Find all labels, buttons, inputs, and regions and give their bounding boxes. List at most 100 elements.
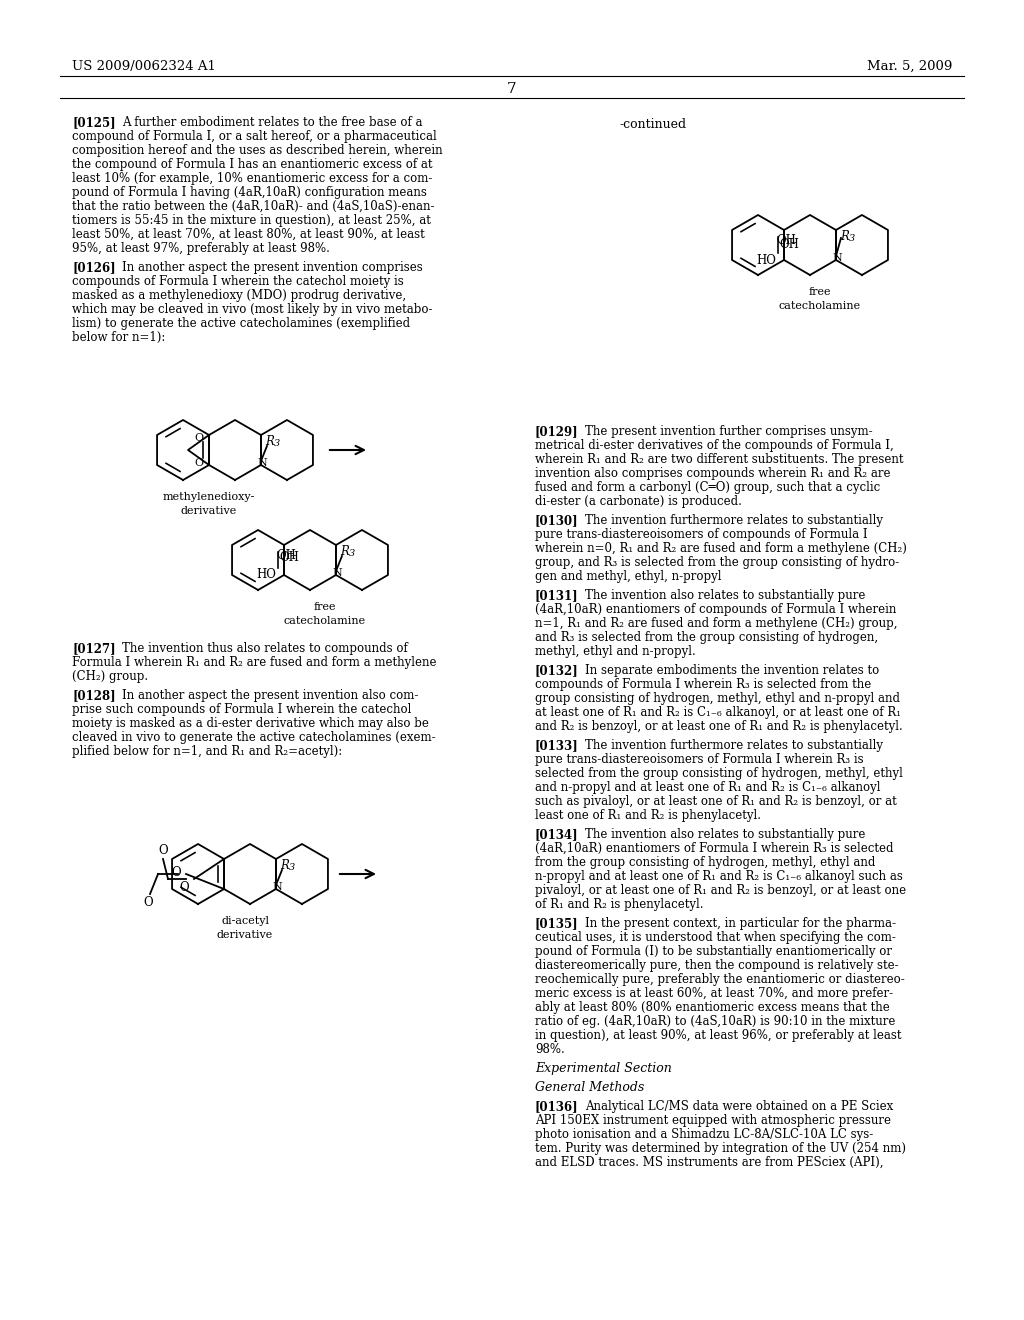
Text: 3: 3 <box>849 234 855 243</box>
Text: in question), at least 90%, at least 96%, or preferably at least: in question), at least 90%, at least 96%… <box>535 1030 901 1041</box>
Text: pivaloyl, or at least one of R₁ and R₂ is benzoyl, or at least one: pivaloyl, or at least one of R₁ and R₂ i… <box>535 884 906 898</box>
Text: N: N <box>332 568 342 578</box>
Text: methylenedioxy-: methylenedioxy- <box>163 492 255 502</box>
Text: Mar. 5, 2009: Mar. 5, 2009 <box>866 59 952 73</box>
Text: The present invention further comprises unsym-: The present invention further comprises … <box>585 425 872 438</box>
Text: O: O <box>171 866 181 879</box>
Text: R: R <box>280 859 289 873</box>
Text: that the ratio between the (4aR,10aR)- and (4aS,10aS)-enan-: that the ratio between the (4aR,10aR)- a… <box>72 201 434 213</box>
Text: free: free <box>313 602 336 612</box>
Text: R: R <box>840 230 849 243</box>
Text: [0133]: [0133] <box>535 739 579 752</box>
Text: di-ester (a carbonate) is produced.: di-ester (a carbonate) is produced. <box>535 495 741 508</box>
Text: composition hereof and the uses as described herein, wherein: composition hereof and the uses as descr… <box>72 144 442 157</box>
Text: HO: HO <box>256 569 276 582</box>
Text: A further embodiment relates to the free base of a: A further embodiment relates to the free… <box>122 116 423 129</box>
Text: moiety is masked as a di-ester derivative which may also be: moiety is masked as a di-ester derivativ… <box>72 717 429 730</box>
Text: OH: OH <box>776 234 796 247</box>
Text: ratio of eg. (4aR,10aR) to (4aS,10aR) is 90:10 in the mixture: ratio of eg. (4aR,10aR) to (4aS,10aR) is… <box>535 1015 895 1028</box>
Text: and n-propyl and at least one of R₁ and R₂ is C₁₋₆ alkanoyl: and n-propyl and at least one of R₁ and … <box>535 781 881 795</box>
Text: 3: 3 <box>289 863 295 873</box>
Text: N: N <box>257 458 267 469</box>
Text: 3: 3 <box>349 549 355 558</box>
Text: [0131]: [0131] <box>535 589 579 602</box>
Text: 98%.: 98%. <box>535 1043 565 1056</box>
Text: fused and form a carbonyl (C═O) group, such that a cyclic: fused and form a carbonyl (C═O) group, s… <box>535 480 881 494</box>
Text: and R₃ is selected from the group consisting of hydrogen,: and R₃ is selected from the group consis… <box>535 631 879 644</box>
Text: which may be cleaved in vivo (most likely by in vivo metabo-: which may be cleaved in vivo (most likel… <box>72 304 432 315</box>
Text: [0126]: [0126] <box>72 261 116 275</box>
Text: derivative: derivative <box>217 931 273 940</box>
Text: N: N <box>272 882 282 892</box>
Text: (4aR,10aR) enantiomers of Formula I wherein R₃ is selected: (4aR,10aR) enantiomers of Formula I wher… <box>535 842 894 855</box>
Text: [0128]: [0128] <box>72 689 116 702</box>
Text: [0136]: [0136] <box>535 1100 579 1113</box>
Text: pound of Formula (I) to be substantially enantiomerically or: pound of Formula (I) to be substantially… <box>535 945 892 958</box>
Text: least one of R₁ and R₂ is phenylacetyl.: least one of R₁ and R₂ is phenylacetyl. <box>535 809 761 822</box>
Text: Experimental Section: Experimental Section <box>535 1063 672 1074</box>
Text: The invention furthermore relates to substantially: The invention furthermore relates to sub… <box>585 513 883 527</box>
Text: di-acetyl: di-acetyl <box>221 916 269 927</box>
Text: 7: 7 <box>507 82 517 96</box>
Text: n=1, R₁ and R₂ are fused and form a methylene (CH₂) group,: n=1, R₁ and R₂ are fused and form a meth… <box>535 616 897 630</box>
Text: pound of Formula I having (4aR,10aR) configuration means: pound of Formula I having (4aR,10aR) con… <box>72 186 427 199</box>
Text: and R₂ is benzoyl, or at least one of R₁ and R₂ is phenylacetyl.: and R₂ is benzoyl, or at least one of R₁… <box>535 719 903 733</box>
Text: derivative: derivative <box>181 506 238 516</box>
Text: methyl, ethyl and n-propyl.: methyl, ethyl and n-propyl. <box>535 645 695 657</box>
Text: group, and R₃ is selected from the group consisting of hydro-: group, and R₃ is selected from the group… <box>535 556 899 569</box>
Text: O: O <box>158 843 168 857</box>
Text: of R₁ and R₂ is phenylacetyl.: of R₁ and R₂ is phenylacetyl. <box>535 898 703 911</box>
Text: n-propyl and at least one of R₁ and R₂ is C₁₋₆ alkanoyl such as: n-propyl and at least one of R₁ and R₂ i… <box>535 870 903 883</box>
Text: [0132]: [0132] <box>535 664 579 677</box>
Text: N: N <box>833 253 842 263</box>
Text: pure trans-diastereoisomers of Formula I wherein R₃ is: pure trans-diastereoisomers of Formula I… <box>535 752 863 766</box>
Text: reochemically pure, preferably the enantiomeric or diastereo-: reochemically pure, preferably the enant… <box>535 973 905 986</box>
Text: [0125]: [0125] <box>72 116 116 129</box>
Text: the compound of Formula I has an enantiomeric excess of at: the compound of Formula I has an enantio… <box>72 158 432 172</box>
Text: wherein R₁ and R₂ are two different substituents. The present: wherein R₁ and R₂ are two different subs… <box>535 453 903 466</box>
Text: meric excess is at least 60%, at least 70%, and more prefer-: meric excess is at least 60%, at least 7… <box>535 987 893 1001</box>
Text: diastereomerically pure, then the compound is relatively ste-: diastereomerically pure, then the compou… <box>535 960 899 972</box>
Text: free: free <box>809 286 831 297</box>
Text: R: R <box>340 545 349 558</box>
Text: selected from the group consisting of hydrogen, methyl, ethyl: selected from the group consisting of hy… <box>535 767 903 780</box>
Text: General Methods: General Methods <box>535 1081 644 1094</box>
Text: ceutical uses, it is understood that when specifying the com-: ceutical uses, it is understood that whe… <box>535 931 896 944</box>
Text: below for n=1):: below for n=1): <box>72 331 165 345</box>
Text: wherein n=0, R₁ and R₂ are fused and form a methylene (CH₂): wherein n=0, R₁ and R₂ are fused and for… <box>535 543 907 554</box>
Text: at least one of R₁ and R₂ is C₁₋₆ alkanoyl, or at least one of R₁: at least one of R₁ and R₂ is C₁₋₆ alkano… <box>535 706 901 719</box>
Text: O: O <box>194 433 203 444</box>
Text: and ELSD traces. MS instruments are from PESciex (API),: and ELSD traces. MS instruments are from… <box>535 1156 884 1170</box>
Text: OH: OH <box>779 238 799 251</box>
Text: least 50%, at least 70%, at least 80%, at least 90%, at least: least 50%, at least 70%, at least 80%, a… <box>72 228 425 242</box>
Text: 3: 3 <box>274 440 281 447</box>
Text: -continued: -continued <box>620 117 687 131</box>
Text: O: O <box>179 880 189 894</box>
Text: [0127]: [0127] <box>72 642 116 655</box>
Text: [0135]: [0135] <box>535 917 579 931</box>
Text: tiomers is 55:45 in the mixture in question), at least 25%, at: tiomers is 55:45 in the mixture in quest… <box>72 214 431 227</box>
Text: catecholamine: catecholamine <box>779 301 861 312</box>
Text: tem. Purity was determined by integration of the UV (254 nm): tem. Purity was determined by integratio… <box>535 1142 906 1155</box>
Text: compounds of Formula I wherein R₃ is selected from the: compounds of Formula I wherein R₃ is sel… <box>535 678 871 690</box>
Text: metrical di-ester derivatives of the compounds of Formula I,: metrical di-ester derivatives of the com… <box>535 440 894 451</box>
Text: ably at least 80% (80% enantiomeric excess means that the: ably at least 80% (80% enantiomeric exce… <box>535 1001 890 1014</box>
Text: catecholamine: catecholamine <box>284 616 366 626</box>
Text: (4aR,10aR) enantiomers of compounds of Formula I wherein: (4aR,10aR) enantiomers of compounds of F… <box>535 603 896 616</box>
Text: Analytical LC/MS data were obtained on a PE Sciex: Analytical LC/MS data were obtained on a… <box>585 1100 893 1113</box>
Text: Formula I wherein R₁ and R₂ are fused and form a methylene: Formula I wherein R₁ and R₂ are fused an… <box>72 656 436 669</box>
Text: In another aspect the present invention also com-: In another aspect the present invention … <box>122 689 419 702</box>
Text: pure trans-diastereoisomers of compounds of Formula I: pure trans-diastereoisomers of compounds… <box>535 528 867 541</box>
Text: In another aspect the present invention comprises: In another aspect the present invention … <box>122 261 423 275</box>
Text: photo ionisation and a Shimadzu LC-8A/SLC-10A LC sys-: photo ionisation and a Shimadzu LC-8A/SL… <box>535 1129 873 1140</box>
Text: [0134]: [0134] <box>535 828 579 841</box>
Text: gen and methyl, ethyl, n-propyl: gen and methyl, ethyl, n-propyl <box>535 570 722 583</box>
Text: R: R <box>265 436 273 447</box>
Text: The invention also relates to substantially pure: The invention also relates to substantia… <box>585 828 865 841</box>
Text: least 10% (for example, 10% enantiomeric excess for a com-: least 10% (for example, 10% enantiomeric… <box>72 172 432 185</box>
Text: invention also comprises compounds wherein R₁ and R₂ are: invention also comprises compounds where… <box>535 467 891 480</box>
Text: US 2009/0062324 A1: US 2009/0062324 A1 <box>72 59 216 73</box>
Text: 95%, at least 97%, preferably at least 98%.: 95%, at least 97%, preferably at least 9… <box>72 242 330 255</box>
Text: API 150EX instrument equipped with atmospheric pressure: API 150EX instrument equipped with atmos… <box>535 1114 891 1127</box>
Text: compound of Formula I, or a salt hereof, or a pharmaceutical: compound of Formula I, or a salt hereof,… <box>72 129 437 143</box>
